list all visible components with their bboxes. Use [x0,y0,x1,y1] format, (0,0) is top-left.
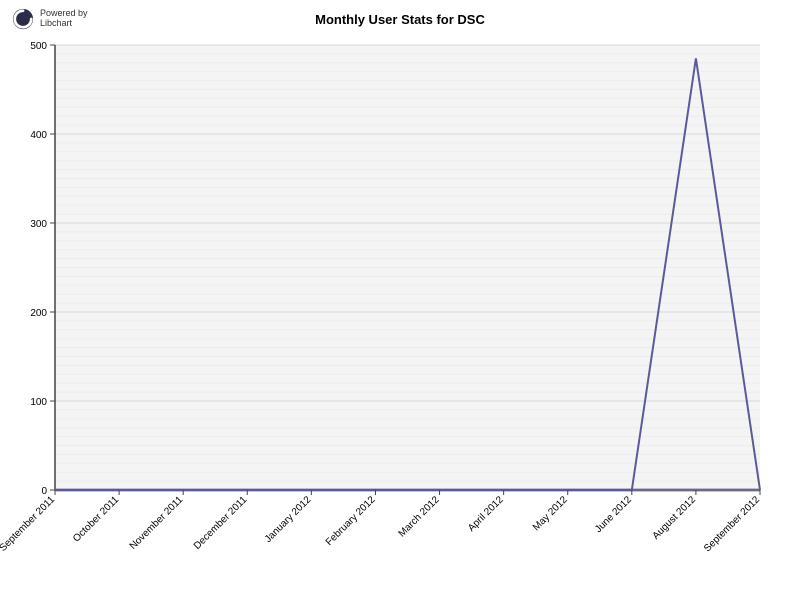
x-axis-label: May 2012 [531,494,570,533]
chart-title: Monthly User Stats for DSC [0,12,800,27]
chart-area: 0 100 200 300 400 500 September 2011 October 20… [0,40,800,600]
svg-text:0: 0 [41,486,47,497]
x-axis-label: June 2012 [593,494,634,535]
svg-text:500: 500 [30,41,47,52]
x-axis-label: October 2011 [71,494,121,544]
svg-text:200: 200 [30,308,47,319]
x-axis-label: November 2011 [128,494,186,552]
x-axis-label: March 2012 [397,494,442,539]
x-axis-label: February 2012 [324,494,378,548]
x-axis-label: September 2011 [0,494,57,554]
x-axis-label: January 2012 [263,494,314,545]
line-chart: 0 100 200 300 400 500 September 2011 October 20… [0,40,800,600]
x-axis-label: September 2012 [702,494,762,554]
svg-text:100: 100 [30,397,47,408]
svg-text:300: 300 [30,219,47,230]
x-axis-label: August 2012 [651,494,699,542]
svg-text:400: 400 [30,130,47,141]
x-axis-label: December 2011 [192,494,250,552]
x-axis-label: April 2012 [466,494,506,534]
